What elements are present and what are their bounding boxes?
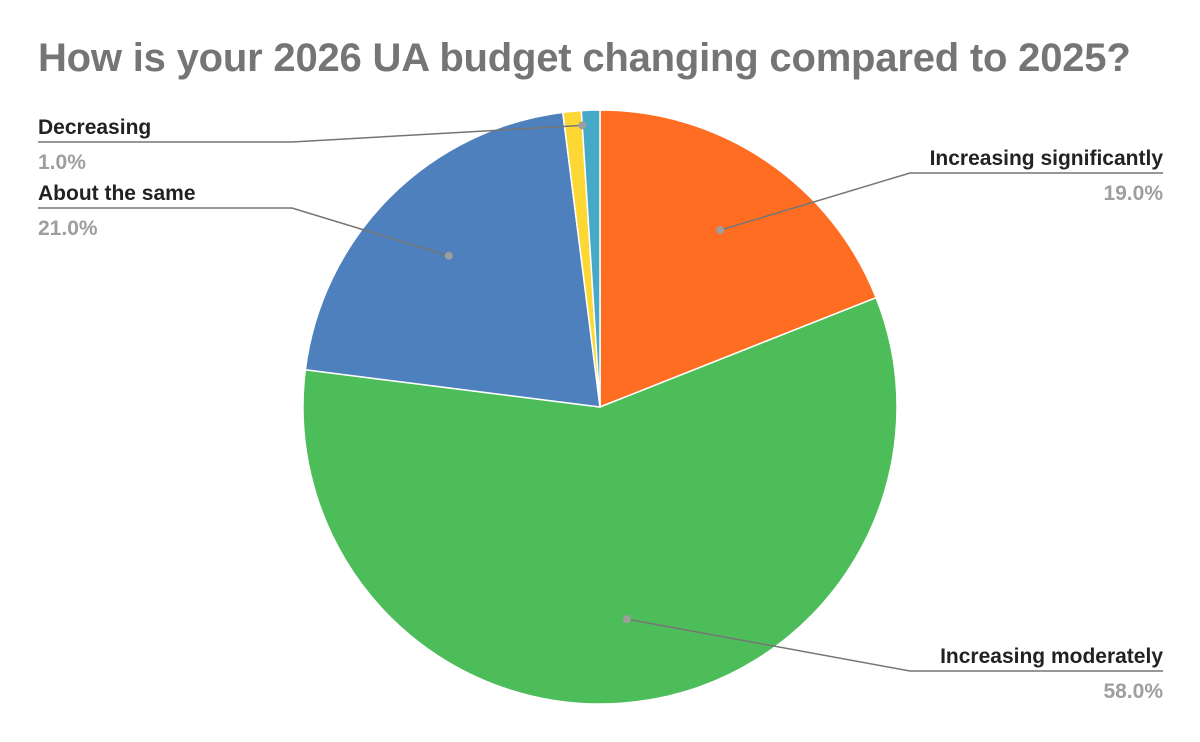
slice-value-decreasing: 1.0% [38, 151, 86, 174]
chart-title: How is your 2026 UA budget changing comp… [38, 36, 1131, 80]
slice-label-decreasing: Decreasing [38, 116, 151, 139]
pie-slice-about-the-same [304, 111, 601, 408]
leader-line-increasing-moderately [626, 618, 1163, 672]
slice-label-about-the-same: About the same [38, 182, 196, 205]
pie-slice-increasing-moderately [302, 296, 898, 705]
leader-line-about-the-same [38, 207, 450, 257]
pie-labels: Increasing significantly 19.0% Increasing … [38, 116, 1163, 703]
leader-line-increasing-significantly [719, 172, 1163, 231]
slice-value-increasing-moderately: 58.0% [1103, 680, 1163, 703]
leader-dot-increasing-moderately [622, 615, 631, 624]
slice-value-increasing-significantly: 19.0% [1103, 182, 1163, 205]
pie-slice-decreasing-significantly [580, 109, 601, 408]
slice-label-increasing-significantly: Increasing significantly [930, 147, 1164, 170]
leader-line-decreasing [38, 124, 583, 143]
leader-dot-decreasing [578, 121, 587, 130]
leader-dot-increasing-significantly [716, 226, 725, 235]
pie-slices [302, 109, 898, 705]
leader-dot-about-the-same [444, 251, 453, 260]
slice-label-increasing-moderately: Increasing moderately [940, 645, 1163, 668]
pie-slice-increasing-significantly [599, 109, 878, 409]
slice-value-about-the-same: 21.0% [38, 217, 98, 240]
